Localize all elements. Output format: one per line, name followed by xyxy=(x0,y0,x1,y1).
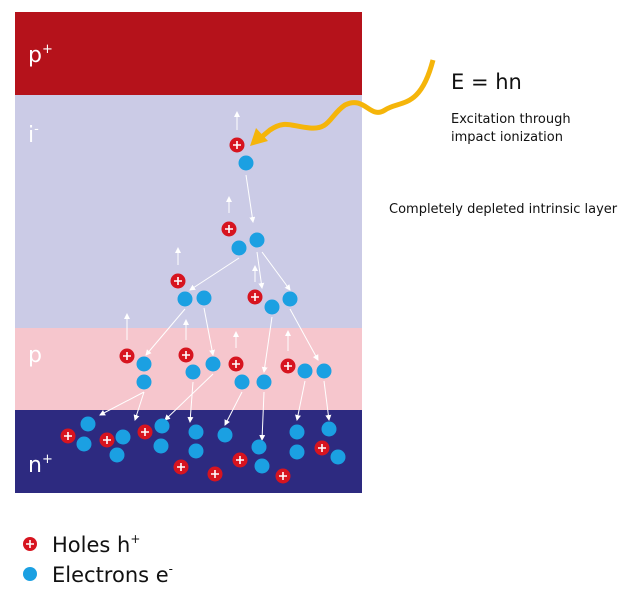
electron xyxy=(110,448,125,463)
electron xyxy=(250,233,265,248)
caption: impact ionization xyxy=(451,130,563,145)
electron xyxy=(257,375,272,390)
legend: Holes h+ Electrons e- xyxy=(23,532,173,587)
electron xyxy=(178,292,193,307)
depleted-label: Completely depleted intrinsic layer xyxy=(389,202,618,217)
legend-label: Holes h+ xyxy=(52,532,140,557)
electron xyxy=(298,364,313,379)
electron xyxy=(283,292,298,307)
layer-n-plus xyxy=(15,410,362,493)
legend-label: Electrons e- xyxy=(52,562,173,587)
electron xyxy=(189,444,204,459)
electron xyxy=(77,437,92,452)
electron xyxy=(322,422,337,437)
electron xyxy=(155,419,170,434)
electron xyxy=(290,425,305,440)
formula: E = hn xyxy=(451,70,522,94)
electron xyxy=(206,357,221,372)
electron xyxy=(235,375,250,390)
electron xyxy=(81,417,96,432)
electron xyxy=(186,365,201,380)
electron xyxy=(218,428,233,443)
caption: Excitation through xyxy=(451,112,571,127)
electron xyxy=(317,364,332,379)
electron xyxy=(331,450,346,465)
electron xyxy=(154,439,169,454)
layer-p-plus xyxy=(15,12,362,95)
diagram: p+ i- p n+ E = hn Excitation through imp… xyxy=(0,0,621,596)
electron xyxy=(252,440,267,455)
electron xyxy=(232,241,247,256)
electron-icon xyxy=(23,567,37,581)
electron xyxy=(116,430,131,445)
electron xyxy=(265,300,280,315)
electron xyxy=(239,156,254,171)
layer-label: p xyxy=(28,343,42,368)
electron xyxy=(255,459,270,474)
electron xyxy=(189,425,204,440)
electron xyxy=(137,357,152,372)
electron xyxy=(197,291,212,306)
electron xyxy=(137,375,152,390)
electron xyxy=(290,445,305,460)
